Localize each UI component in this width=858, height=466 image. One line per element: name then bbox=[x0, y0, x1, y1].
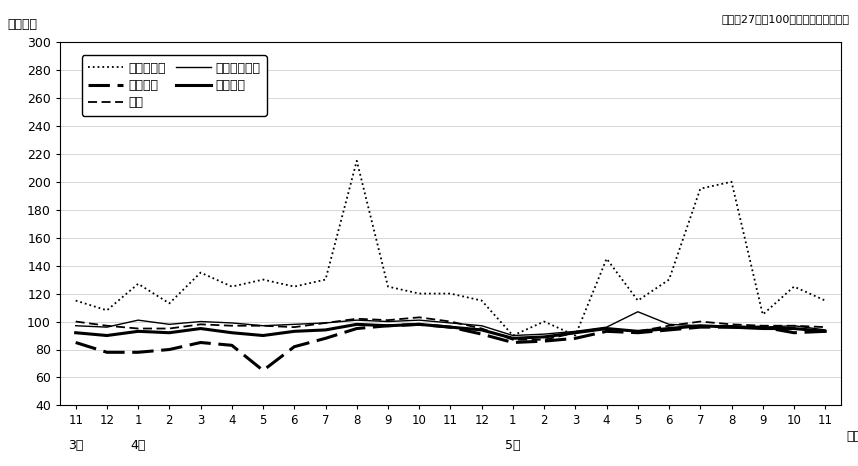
Text: （平成27年］100　季節調整済指数）: （平成27年］100 季節調整済指数） bbox=[722, 14, 849, 24]
Text: 3年: 3年 bbox=[68, 439, 83, 452]
Text: （指数）: （指数） bbox=[7, 18, 37, 31]
Text: （月）: （月） bbox=[846, 431, 858, 444]
Legend: 生産用機械, 輸送機械, 化学, 食料品・飲料, 製造工業: 生産用機械, 輸送機械, 化学, 食料品・飲料, 製造工業 bbox=[82, 55, 267, 116]
Text: 5年: 5年 bbox=[505, 439, 521, 452]
Text: 4年: 4年 bbox=[130, 439, 146, 452]
